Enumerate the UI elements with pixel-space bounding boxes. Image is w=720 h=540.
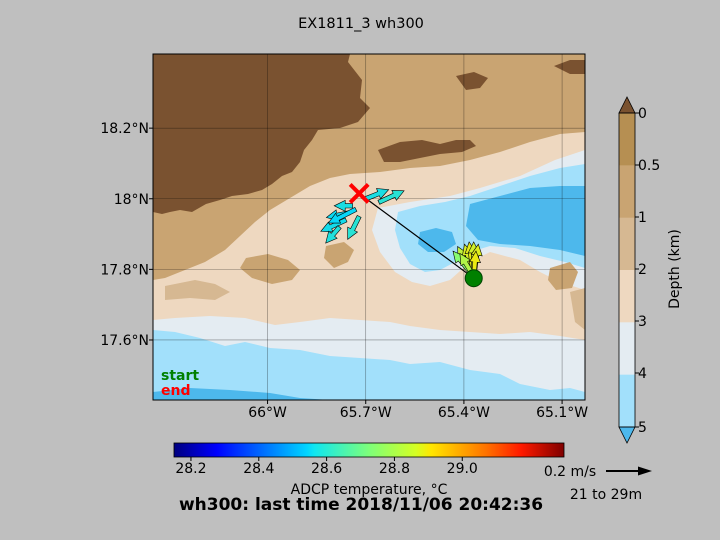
reference-vector-label: 0.2 m/s [544,464,596,480]
end-label: end [161,383,190,399]
depth-colorbar-tick-label: 0 [638,106,647,122]
track-line [358,192,475,279]
current-vector-arrow [364,188,390,202]
basin-abyssal-east [466,186,585,256]
y-axis-ticks: 18.2°N 18°N 17.8°N 17.6°N [100,121,153,349]
current-vector-arrow [333,199,353,212]
current-vector-arrow [325,225,342,244]
depth-colorbar-tick-label: 1 [638,210,647,226]
temperature-tick-label: 28.6 [311,461,342,477]
x-tick-label: 65.1°W [536,405,588,421]
depth-colorbar: 0 0.5 1 2 3 4 5 [618,96,660,444]
depth-colorbar-tick-label: 5 [638,420,647,436]
temperature-tick-label: 28.4 [243,461,274,477]
land-st-thomas [554,60,585,74]
shelf-blob-east [570,288,585,330]
x-tick-label: 65.4°W [438,405,490,421]
depth-colorbar-bottom-extend [618,426,636,444]
ship-track [358,192,475,279]
shelf-blob-south [165,280,230,300]
temperature-colorbar-ticks: 28.2 28.4 28.6 28.8 29.0 [175,457,478,477]
depth-colorbar-top-extend [618,96,636,114]
track-markers [348,183,483,288]
map-panel [153,54,585,400]
temperature-colorbar-label: ADCP temperature, °C [291,482,448,498]
start-label: start [161,368,199,384]
depth-colorbar-tick-label: 3 [638,314,647,330]
x-axis-ticks: 66°W 65.7°W 65.4°W 65.1°W [248,400,588,421]
current-vector-arrow [347,214,362,241]
depth-colorbar-tick-label: 4 [638,366,647,382]
depth-colorbar-segment [619,270,635,323]
basin-abyssal-mid [418,228,456,252]
depth-range-label: 21 to 29m [570,487,642,503]
y-tick-label: 18.2°N [100,121,149,137]
current-vector-arrow [377,189,405,205]
temperature-tick-label: 29.0 [447,461,478,477]
land-puerto-rico [153,54,370,214]
y-tick-label: 18°N [114,192,149,208]
y-tick-label: 17.6°N [100,333,149,349]
depth-colorbar-segment [619,113,635,166]
start-marker [464,269,483,288]
depth-colorbar-segment [619,217,635,271]
chart-title: EX1811_3 wh300 [298,16,424,32]
y-tick-label: 17.8°N [100,262,149,278]
depth-colorbar-segment [619,165,635,219]
land-culebra [456,72,488,90]
current-vector-arrow [320,217,348,233]
depth-colorbar-label: Depth (km) [667,229,683,309]
depth-colorbar-segment [619,322,635,376]
end-marker [348,183,370,204]
current-vector-arrow [327,206,358,224]
depth-colorbar-tick-label: 2 [638,262,647,278]
shelf-island-mid [324,242,354,268]
temperature-tick-label: 28.2 [175,461,206,477]
map-frame [152,53,586,401]
depth-colorbar-tick-label: 0.5 [638,158,660,174]
x-tick-label: 65.7°W [340,405,392,421]
depth-colorbar-frame [618,112,636,428]
temperature-tick-label: 28.8 [379,461,410,477]
shelf-island-east [548,262,578,290]
last-time-title: wh300: last time 2018/11/06 20:42:36 [179,495,543,515]
bathymetry-deeper-band [153,330,585,400]
depth-colorbar-segment [619,374,635,428]
land-vieques [378,140,476,162]
shelf-island-south [240,254,300,284]
bathymetry-abyssal-band [153,388,330,400]
temperature-colorbar [173,442,565,458]
x-tick-label: 66°W [248,405,287,421]
reference-vector-arrow [606,466,652,476]
